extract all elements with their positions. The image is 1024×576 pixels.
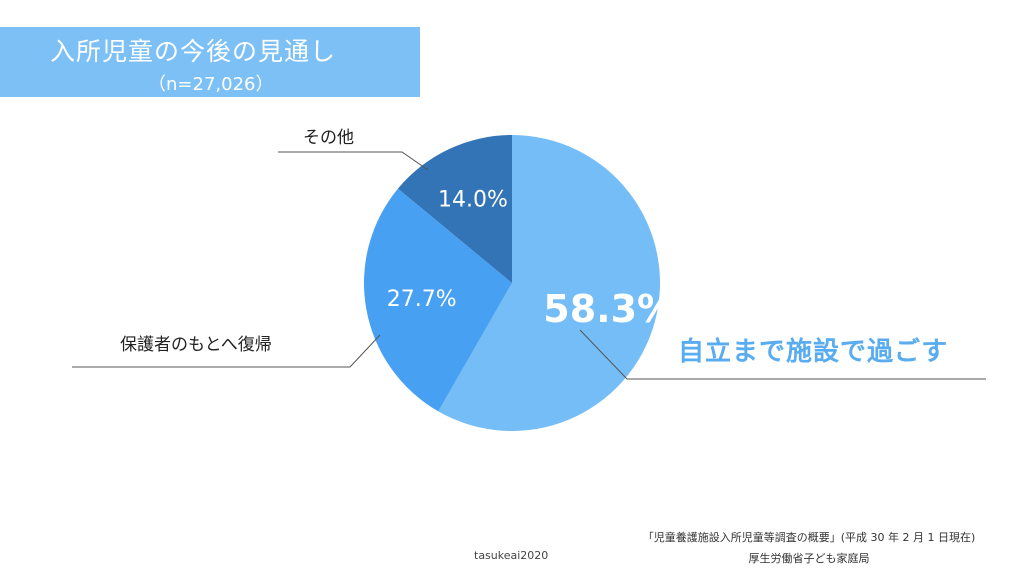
source-line-1: 「児童養護施設入所児童等調査の概要」(平成 30 年 2 月 1 日現在) (642, 531, 976, 544)
slice-stay-until-independence (438, 135, 660, 432)
slice-other (397, 134, 512, 283)
leader-line-independent (579, 329, 986, 380)
chart-title: 入所児童の今後の見通し (50, 37, 337, 66)
slice-label-other: その他 (303, 128, 354, 148)
slice-return-home (363, 188, 512, 412)
pct-label-stay-until-independence: 58.3% (543, 287, 675, 331)
slice-label-return-home: 保護者のもとへ復帰 (120, 335, 272, 355)
title-banner (0, 27, 420, 97)
credit-text: tasukeai2020 (474, 549, 549, 562)
pct-label-other: 14.0% (438, 188, 508, 213)
source-note: 「児童養護施設入所児童等調査の概要」(平成 30 年 2 月 1 日現在) 厚生… (625, 527, 993, 569)
chart-subtitle: （n=27,026） (148, 74, 274, 95)
leader-line-return (72, 334, 381, 368)
slice-label-stay-until-independence: 自立まで施設で過ごす (678, 337, 949, 367)
leader-line-other (278, 151, 429, 171)
source-line-2: 厚生労働省子ども家庭局 (748, 552, 870, 565)
pct-label-return-home: 27.7% (387, 287, 457, 312)
